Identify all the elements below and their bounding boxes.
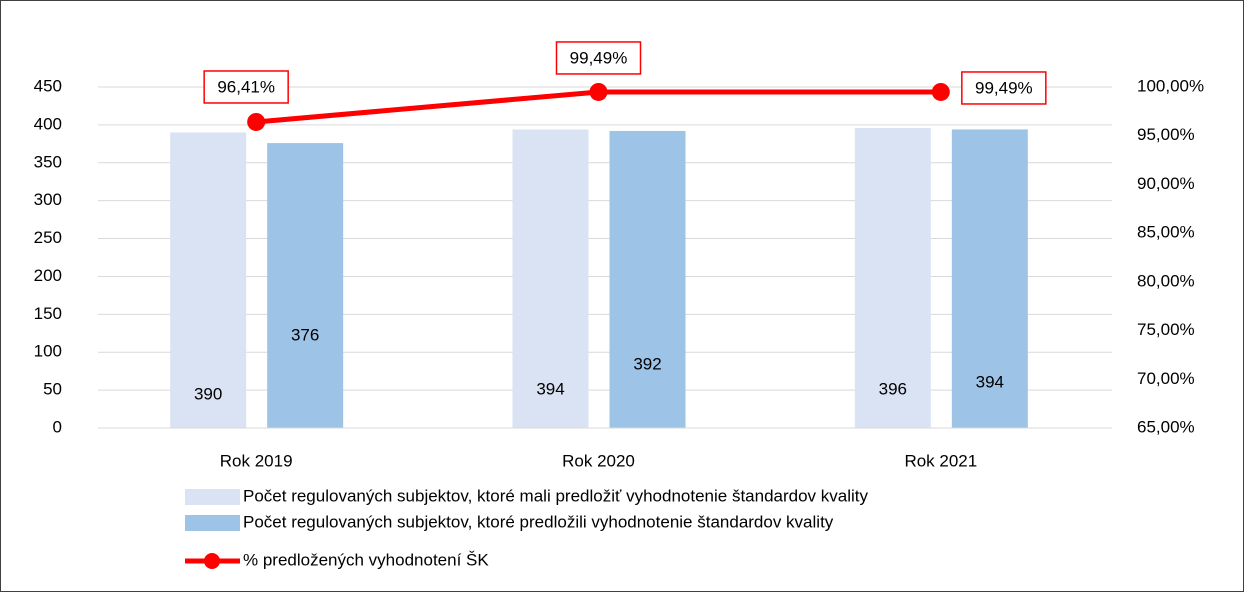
y2-tick-label: 90,00%: [1137, 174, 1195, 193]
legend-label: Počet regulovaných subjektov, ktoré mali…: [243, 486, 869, 505]
bar-value-label: 394: [536, 379, 564, 398]
y2-tick-label: 70,00%: [1137, 369, 1195, 388]
line-marker: [247, 112, 266, 131]
y-tick-label: 0: [53, 417, 62, 436]
y2-tick-label: 100,00%: [1137, 76, 1204, 95]
bar: [951, 129, 1028, 429]
bar: [512, 129, 589, 429]
line-value-label: 99,49%: [570, 48, 628, 67]
y-tick-label: 400: [34, 114, 62, 133]
legend-label: Počet regulovaných subjektov, ktoré pred…: [243, 512, 834, 531]
y2-tick-label: 85,00%: [1137, 223, 1195, 242]
bar-value-label: 392: [633, 354, 661, 373]
y2-tick-label: 75,00%: [1137, 320, 1195, 339]
line-value-label: 99,49%: [975, 78, 1033, 97]
legend-label: % predložených vyhodnotení ŠK: [243, 550, 489, 569]
bar: [170, 132, 247, 428]
legend-swatch: [185, 515, 240, 531]
data-label-box: [961, 71, 1047, 105]
data-label-box: [203, 70, 289, 104]
y2-tick-label: 65,00%: [1137, 417, 1195, 436]
y-tick-label: 300: [34, 190, 62, 209]
bar: [609, 130, 686, 428]
line-marker: [589, 82, 608, 101]
legend-swatch: [185, 489, 240, 505]
x-tick-label: Rok 2021: [904, 451, 977, 470]
data-label-box: [555, 41, 642, 75]
line-marker: [931, 82, 950, 101]
y-tick-label: 150: [34, 304, 62, 323]
bar-value-label: 376: [291, 325, 319, 344]
bar-value-label: 390: [194, 384, 222, 403]
y-tick-label: 350: [34, 152, 62, 171]
bar-value-label: 396: [879, 379, 907, 398]
x-tick-label: Rok 2020: [562, 451, 635, 470]
y-tick-label: 250: [34, 228, 62, 247]
line-value-label: 96,41%: [217, 77, 275, 96]
bar-value-label: 394: [976, 372, 1004, 391]
y-tick-label: 50: [43, 380, 62, 399]
y2-tick-label: 95,00%: [1137, 125, 1195, 144]
bar: [267, 143, 344, 428]
bar: [854, 127, 931, 429]
y-tick-label: 100: [34, 342, 62, 361]
y2-tick-label: 80,00%: [1137, 271, 1195, 290]
legend-marker: [204, 553, 220, 569]
x-tick-label: Rok 2019: [220, 451, 293, 470]
y-tick-label: 200: [34, 266, 62, 285]
y-tick-label: 450: [34, 76, 62, 95]
